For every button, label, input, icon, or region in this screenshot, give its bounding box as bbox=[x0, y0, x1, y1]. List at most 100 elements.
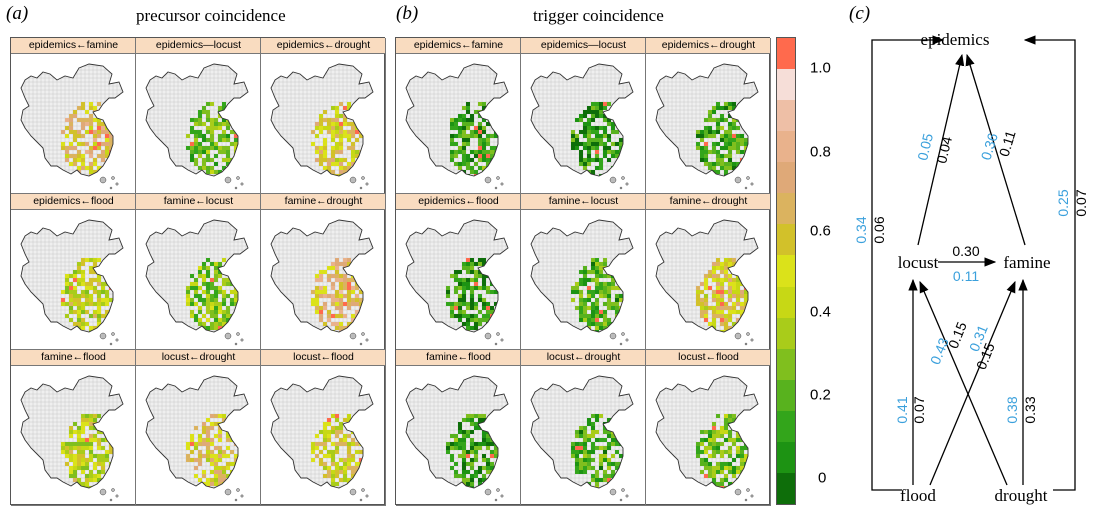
weight-locust-famine-blue: 0.11 bbox=[953, 268, 979, 284]
colorbar-segment bbox=[777, 69, 795, 101]
china-map bbox=[530, 375, 634, 502]
weight-famine-epidemics-black: 0.11 bbox=[996, 128, 1019, 158]
facet-strip-label: famine←locust bbox=[521, 194, 645, 210]
china-map bbox=[20, 63, 124, 190]
edge-famine-epidemics bbox=[965, 53, 1026, 246]
china-map bbox=[530, 63, 634, 190]
facet-strip-label: famine←drought bbox=[646, 194, 770, 210]
facet-panel: famine←locust bbox=[136, 194, 261, 350]
china-map bbox=[655, 219, 759, 346]
panel-b-title: trigger coincidence bbox=[533, 6, 664, 25]
facet-strip-label: epidemics←drought bbox=[261, 38, 385, 54]
colorbar-tick: 0.4 bbox=[810, 303, 831, 321]
colorbar-segment bbox=[777, 38, 795, 70]
facet-strip-label: epidemics←flood bbox=[396, 194, 520, 210]
colorbar-segment bbox=[777, 379, 795, 412]
facet-panel: locust←flood bbox=[646, 350, 771, 506]
colorbar-segment bbox=[777, 224, 795, 256]
node-famine: famine bbox=[1003, 253, 1050, 272]
panel-b-label: (b) bbox=[396, 3, 419, 24]
weight-locust-famine-black: 0.30 bbox=[952, 243, 979, 259]
facet-panel: epidemics←drought bbox=[261, 38, 386, 194]
weight-locust-epidemics-black: 0.04 bbox=[933, 135, 955, 165]
colorbar-segment bbox=[777, 317, 795, 350]
colorbar-segment bbox=[777, 441, 795, 474]
china-map bbox=[270, 219, 374, 346]
china-map bbox=[270, 63, 374, 190]
facet-panel: famine←flood bbox=[396, 350, 521, 506]
facet-strip-label: famine←locust bbox=[136, 194, 260, 210]
facet-strip-label: locust←flood bbox=[646, 350, 770, 366]
facet-panel: epidemics←flood bbox=[396, 194, 521, 350]
node-locust: locust bbox=[898, 253, 939, 272]
china-map bbox=[20, 219, 124, 346]
china-map bbox=[145, 63, 249, 190]
colorbar-segment bbox=[777, 348, 795, 381]
facet-strip-label: epidemics←famine bbox=[11, 38, 135, 54]
china-map bbox=[270, 375, 374, 502]
facet-strip-label: epidemics←drought bbox=[646, 38, 770, 54]
facet-strip-label: epidemics—locust bbox=[136, 38, 260, 54]
colorbar-segment bbox=[777, 193, 795, 225]
weight-flood-locust-blue: 0.41 bbox=[894, 396, 910, 423]
china-map bbox=[405, 63, 509, 190]
colorbar-tick: 0 bbox=[818, 469, 827, 487]
facet-panel: epidemics—locust bbox=[136, 38, 261, 194]
weight-flood-locust-black: 0.07 bbox=[911, 396, 927, 423]
weight-famine-epidemics-blue: 0.36 bbox=[978, 131, 1001, 162]
china-map bbox=[145, 375, 249, 502]
edge-locust-epidemics bbox=[917, 53, 965, 246]
facet-panel: locust←drought bbox=[136, 350, 261, 506]
colorbar-segment bbox=[777, 410, 795, 443]
facet-panel: epidemics←drought bbox=[646, 38, 771, 194]
edge-flood-epidemics-outer bbox=[871, 35, 945, 491]
colorbar-segment bbox=[777, 162, 795, 194]
china-map bbox=[405, 375, 509, 502]
colorbar-segment bbox=[777, 472, 795, 505]
facet-strip-label: epidemics—locust bbox=[521, 38, 645, 54]
facet-panel: famine←drought bbox=[646, 194, 771, 350]
colorbar-segment bbox=[777, 286, 795, 319]
facet-strip-label: famine←drought bbox=[261, 194, 385, 210]
panel-b-facet-grid: epidemics←famine epidemics—locust epidemic… bbox=[395, 37, 771, 506]
colorbar-segment bbox=[777, 255, 795, 288]
facet-strip-label: epidemics←famine bbox=[396, 38, 520, 54]
facet-panel: epidemics—locust bbox=[521, 38, 646, 194]
facet-panel: famine←drought bbox=[261, 194, 386, 350]
colorbar-tick: 0.6 bbox=[810, 222, 831, 240]
china-map bbox=[145, 219, 249, 346]
facet-strip-label: locust←drought bbox=[521, 350, 645, 366]
colorbar-tick: 0.2 bbox=[810, 386, 831, 404]
facet-strip-label: locust←drought bbox=[136, 350, 260, 366]
weight-drought-famine-black: 0.33 bbox=[1022, 396, 1038, 423]
weight-locust-epidemics-blue: 0.05 bbox=[914, 132, 936, 162]
node-epidemics: epidemics bbox=[921, 30, 990, 49]
weight-left-outer-black: 0.06 bbox=[871, 216, 887, 243]
node-flood: flood bbox=[900, 486, 936, 505]
facet-strip-label: epidemics←flood bbox=[11, 194, 135, 210]
facet-strip-label: famine←flood bbox=[11, 350, 135, 366]
china-map bbox=[530, 219, 634, 346]
colorbar-segment bbox=[777, 100, 795, 132]
weight-right-outer-blue: 0.25 bbox=[1055, 189, 1071, 216]
edge-flood-famine bbox=[929, 280, 1016, 486]
weight-drought-famine-blue: 0.38 bbox=[1004, 396, 1020, 423]
colorbar-tick: 1.0 bbox=[810, 59, 831, 77]
facet-panel: epidemics←flood bbox=[11, 194, 136, 350]
facet-panel: famine←locust bbox=[521, 194, 646, 350]
weight-right-outer-black: 0.07 bbox=[1073, 189, 1089, 216]
panel-a-title: precursor coincidence bbox=[136, 6, 286, 25]
china-map bbox=[405, 219, 509, 346]
panel-c-label: (c) bbox=[849, 3, 871, 24]
edge-drought-locust bbox=[919, 280, 1008, 486]
panel-a-label: (a) bbox=[6, 3, 29, 24]
facet-strip-label: locust←flood bbox=[261, 350, 385, 366]
facet-panel: locust←drought bbox=[521, 350, 646, 506]
china-map bbox=[655, 375, 759, 502]
facet-strip-label: famine←flood bbox=[396, 350, 520, 366]
weight-left-outer-blue: 0.34 bbox=[853, 216, 869, 243]
facet-panel: epidemics←famine bbox=[396, 38, 521, 194]
china-map bbox=[655, 63, 759, 190]
colorbar-segment bbox=[777, 131, 795, 163]
